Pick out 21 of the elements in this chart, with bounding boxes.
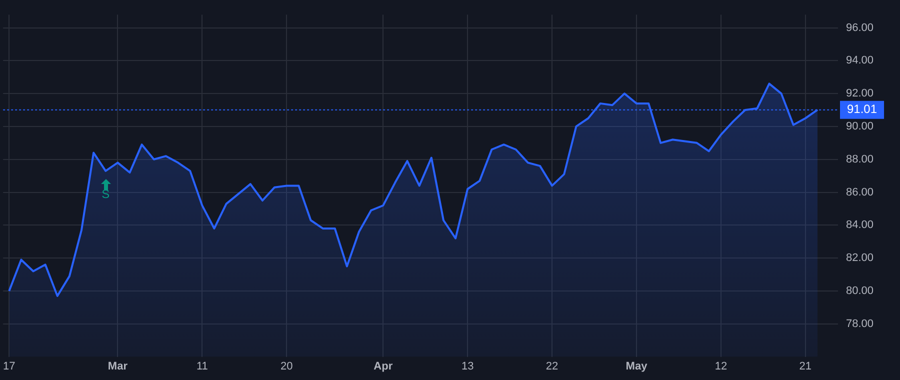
x-tick-label: 17 [2, 360, 16, 372]
x-tick-label: Apr [374, 360, 394, 372]
y-tick-label: 86.00 [846, 186, 874, 198]
x-tick-label: 21 [799, 360, 812, 372]
x-tick-label: May [626, 360, 648, 372]
x-tick-label: 12 [714, 360, 728, 372]
y-tick-label: 80.00 [846, 285, 874, 298]
y-tick-label: 88.00 [846, 153, 874, 166]
y-tick-label: 82.00 [846, 252, 874, 264]
ref-line-label: 91.01 [847, 102, 878, 116]
x-tick-label: 13 [461, 360, 474, 372]
x-tick-label: 11 [196, 360, 208, 372]
y-tick-label: 84.00 [846, 219, 874, 232]
x-tick-label: Mar [108, 360, 128, 372]
y-tick-label: 96.00 [846, 22, 874, 34]
y-tick-label: 92.00 [846, 88, 874, 100]
x-tick-label: 20 [280, 360, 293, 372]
y-tick-label: 78.00 [846, 318, 874, 330]
x-tick-label: 22 [546, 360, 558, 372]
y-tick-label: 94.00 [846, 54, 874, 67]
y-tick-label: 90.00 [846, 120, 874, 133]
